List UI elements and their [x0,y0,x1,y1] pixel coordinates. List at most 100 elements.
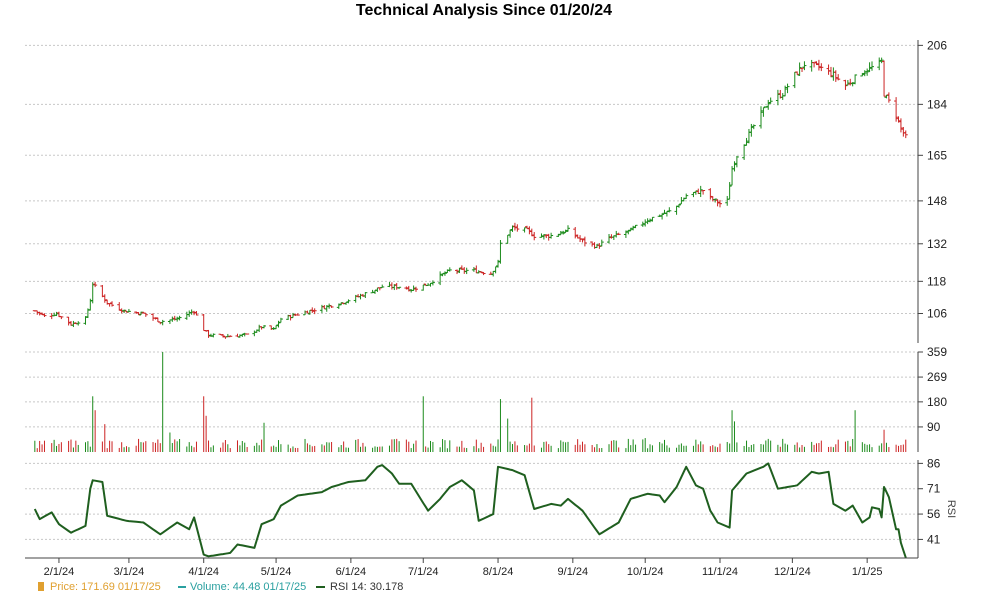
price-bar [768,97,773,104]
price-bar [310,307,315,313]
chart-title: Technical Analysis Since 01/20/24 [355,2,613,19]
price-bar [674,205,679,215]
price-bar [645,218,650,225]
price-bar [633,224,638,229]
price-bar [307,309,312,315]
price-bar [445,269,450,274]
price-bar [457,267,462,274]
price-bar [785,83,790,94]
price-bar [102,294,107,303]
price-bar [192,310,197,316]
price-bar [143,312,148,317]
price-bar [259,326,264,330]
price-tick-label: 118 [927,274,946,288]
price-tick-label: 148 [927,194,947,208]
price-bar [693,190,698,195]
price-bar [717,199,722,208]
price-bar [208,333,213,337]
rsi-tick-label: 41 [927,532,941,546]
x-tick-label: 4/1/24 [188,566,219,578]
price-bar [809,59,814,72]
price-bar [698,185,703,198]
price-bar [616,232,621,236]
price-bar [336,303,341,309]
price-bar [462,267,467,274]
price-bar [676,204,681,208]
price-bar [93,281,98,288]
price-bar [59,316,64,320]
price-bar [440,273,445,277]
price-bar [795,71,800,75]
rsi-axis-label: RSI [945,500,957,518]
price-bar [194,311,199,316]
price-bar [110,301,115,307]
price-bar [71,320,76,328]
price-legend-icon [38,582,44,591]
rsi-line [33,462,907,559]
price-bar [245,333,250,335]
price-bar [42,313,47,317]
price-bar [802,61,807,71]
price-bar [792,71,797,89]
price-bar [882,60,887,97]
price-bar [339,302,344,306]
price-bar [184,311,189,320]
price-bar [701,190,706,195]
price-bar [235,333,240,338]
price-bar [83,316,88,325]
price-bar [850,82,855,87]
price-bar [505,234,510,244]
price-bar [252,330,257,337]
price-tick-label: 132 [927,237,947,251]
price-bar [228,335,233,338]
price-bar [640,221,645,227]
price-bar [276,320,281,328]
price-bar [303,310,308,316]
price-bar [107,303,112,307]
price-bar [397,286,402,290]
price-bar [269,325,274,330]
price-bar [684,193,689,199]
price-bar [117,302,122,311]
price-bar [175,316,180,322]
price-bar [566,225,571,232]
price-bar [580,238,585,243]
price-bar [826,64,831,75]
price-bar [438,271,443,286]
price-bar [262,325,267,329]
price-bar [37,311,42,316]
price-bar [136,312,141,316]
price-bar [763,106,768,108]
price-bar [138,311,143,316]
price-bar [52,312,57,317]
price-bar [430,280,435,286]
price-bar [862,70,867,77]
x-tick-label: 6/1/24 [336,566,367,578]
price-bar [563,229,568,233]
price-bar [539,233,544,238]
price-bar [488,271,493,275]
price-bar [90,282,95,304]
price-bar [66,316,71,326]
price-bar [324,305,329,312]
price-bar [549,232,554,239]
rsi-tick-label: 56 [927,507,941,521]
price-bar [561,230,566,235]
price-bar [471,267,476,272]
volume-tick-label: 180 [927,395,947,409]
price-bar [727,182,732,200]
x-tick-label: 5/1/24 [261,566,292,578]
price-bar [221,334,226,338]
rsi-panel: 86 71 56 41 RSI [25,456,957,559]
price-bar [582,236,587,247]
rsi-legend-text: RSI 14: 30.178 [330,581,404,593]
price-bar [626,229,631,235]
price-bar [172,315,177,321]
price-bar [744,137,749,146]
price-bar [877,57,882,71]
price-bar [898,118,903,133]
price-bar [54,311,59,317]
price-bar [607,234,612,244]
price-bar [819,63,824,72]
price-bar [800,67,805,72]
